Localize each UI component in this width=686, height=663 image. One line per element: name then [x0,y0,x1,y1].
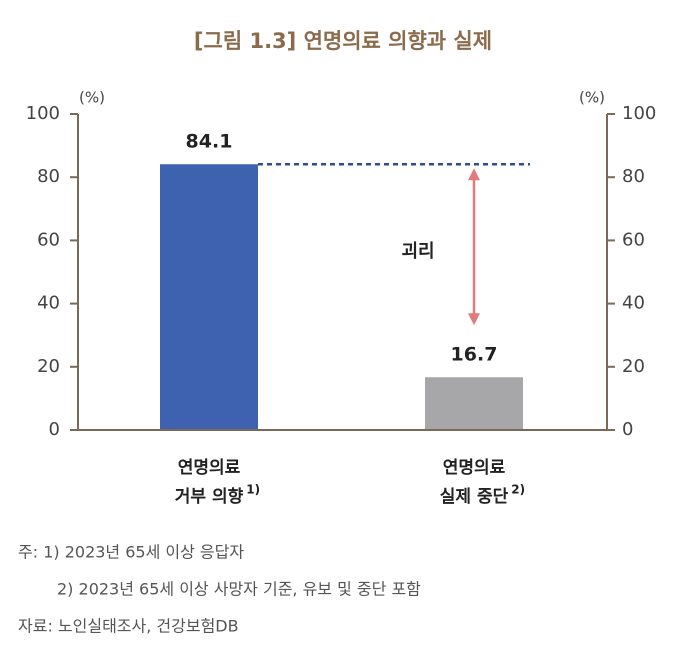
y-unit: (%) [79,89,105,107]
value-label: 16.7 [451,344,498,366]
y2-tick-label: 20 [622,356,645,377]
y-tick-label: 80 [37,166,60,187]
y2-tick-label: 100 [622,103,656,124]
x-tick-label: 연명의료 [178,458,241,478]
y2-unit: (%) [579,89,605,107]
y-tick-label: 0 [49,419,60,440]
x-tick-label: 거부 의향 [175,486,244,507]
y2-tick-label: 80 [622,166,645,187]
y2-tick-label: 0 [622,419,633,440]
y-tick-label: 20 [37,356,60,377]
bar [425,377,523,430]
x-tick-label: 연명의료 [443,458,506,478]
bar [160,164,258,430]
chart-title: [그림 1.3] 연명의료 의향과 실제 [194,29,492,53]
y-tick-label: 40 [37,293,60,314]
y2-tick-label: 60 [622,229,645,250]
annotation: 괴리 [401,241,434,262]
y-tick-label: 100 [26,103,60,124]
footnote: 2) 2023년 65세 이상 사망자 기준, 유보 및 중단 포함 [57,580,421,599]
gap-arrow-head [468,168,480,181]
x-tick-label: 실제 중단 [440,487,509,507]
category-note: 2) [511,483,525,497]
value-label: 84.1 [186,131,233,153]
footnote: 주: 1) 2023년 65세 이상 응답자 [18,543,244,562]
footnote: 자료: 노인실태조사, 건강보험DB [18,617,239,636]
category-note: 1) [246,483,260,497]
gap-arrow-head [468,313,480,326]
y-tick-label: 60 [37,229,60,250]
y2-tick-label: 40 [622,293,645,314]
